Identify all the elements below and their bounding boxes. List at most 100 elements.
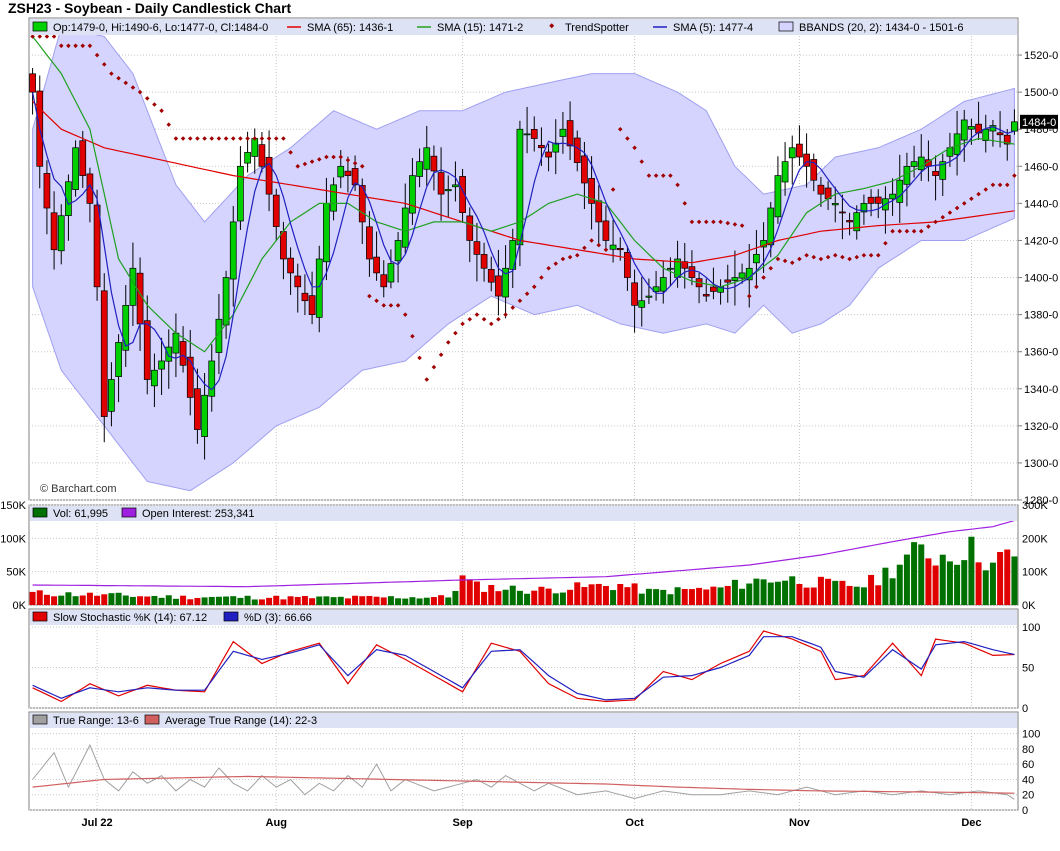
volume-bar (373, 596, 380, 605)
volume-bar (688, 589, 695, 605)
bollinger-band-area (32, 26, 1015, 492)
trendspotter-marker (754, 284, 759, 290)
volume-bar (72, 596, 79, 605)
volume-bar (889, 578, 896, 605)
candle-down (143, 320, 151, 380)
volume-bar (481, 591, 488, 605)
volume-bar (782, 580, 789, 605)
volume-bar (567, 589, 574, 605)
trendspotter-marker (352, 160, 358, 166)
volume-bar (731, 579, 738, 605)
candle-down (79, 140, 87, 176)
stoch-k-legend: Slow Stochastic %K (14): 67.12 (53, 612, 207, 624)
trendspotter-marker (302, 161, 308, 167)
candle-up (215, 318, 223, 353)
trendspotter-marker (288, 150, 293, 155)
trendspotter-marker (746, 293, 752, 299)
bbands-legend-swatch (778, 21, 794, 32)
sma65-legend: SMA (65): 1436-1 (307, 22, 393, 34)
trendspotter-marker (123, 80, 129, 86)
candle-up (452, 184, 459, 188)
trendspotter-legend-swatch (549, 23, 555, 29)
candle-down (581, 155, 588, 184)
stoch-k-legend-swatch (32, 611, 48, 622)
chart-title: ZSH23 - Soybean - Daily Candlestick Char… (8, 0, 292, 16)
candle-up (896, 179, 904, 203)
volume-bar (932, 565, 939, 605)
trendspotter-marker (101, 62, 107, 67)
price-y-tick-label: 1280-0 (1024, 495, 1058, 507)
price-y-tick-label: 1420-0 (1024, 235, 1058, 247)
trendspotter-marker (80, 43, 86, 49)
candle-down (136, 272, 144, 325)
trendspotter-marker (517, 298, 523, 303)
trendspotter-marker (94, 52, 100, 58)
trendspotter-marker (818, 256, 824, 262)
volume-bar (94, 595, 101, 605)
last-price-tag-text: 1484-0 (1022, 117, 1056, 129)
volume-bar (896, 564, 903, 605)
volume-bar (395, 598, 402, 605)
volume-bar (344, 598, 351, 605)
candle-up (559, 128, 567, 137)
trendspotter-marker (417, 355, 422, 361)
price-y-tick-label: 1300-0 (1024, 458, 1058, 470)
trendspotter-marker (524, 291, 530, 297)
volume-bar (323, 596, 330, 605)
trendspotter-marker (782, 258, 788, 264)
volume-bar (882, 567, 889, 605)
oi-y-tick-label: 0K (1022, 600, 1036, 612)
candle-up (244, 152, 251, 164)
trendspotter-marker (374, 298, 379, 303)
trendspotter-marker (861, 253, 867, 258)
trendspotter-marker (467, 316, 473, 322)
volume-bar (925, 558, 932, 605)
volume-bar (58, 595, 65, 605)
candle-down (430, 155, 438, 172)
volume-bar (710, 586, 717, 605)
candle-down (29, 73, 36, 93)
candle-down (366, 226, 373, 260)
candle-down (631, 282, 638, 306)
oi-y-tick-label: 200K (1022, 533, 1048, 545)
candle-down (437, 172, 445, 195)
volume-bar (631, 583, 638, 605)
volume-bar (595, 583, 602, 605)
volume-bar (588, 584, 595, 605)
candle-down (874, 196, 882, 204)
candle-up (552, 142, 560, 153)
volume-bar (846, 585, 853, 605)
candle-up (516, 128, 524, 246)
trendspotter-marker (58, 43, 64, 49)
candle-up (57, 215, 65, 252)
volume-bar (387, 596, 394, 605)
candle-down (810, 159, 818, 181)
last-price-tag (1020, 114, 1058, 129)
candle-down (495, 275, 502, 297)
x-tick-label: Sep (452, 817, 472, 829)
price-y-tick-label: 1460-0 (1024, 161, 1058, 173)
volume-bar (151, 595, 158, 605)
volume-legend: Vol: 61,995 (53, 508, 108, 520)
volume-bar (946, 561, 953, 605)
volume-bar (316, 596, 323, 605)
price-y-tick-label: 1380-0 (1024, 310, 1058, 322)
volume-bar (423, 597, 430, 605)
candle-up (315, 258, 323, 318)
volume-bar (36, 590, 43, 605)
volume-bar (137, 596, 144, 605)
price-y-tick-label: 1360-0 (1024, 347, 1058, 359)
volume-bar (230, 596, 237, 605)
candle-down (373, 256, 380, 274)
candle-down (545, 151, 552, 158)
sma15-legend: SMA (15): 1471-2 (437, 22, 523, 34)
volume-bar (65, 592, 72, 605)
trendspotter-marker (345, 157, 351, 163)
trendspotter-marker (847, 256, 852, 262)
candle-up (645, 295, 653, 298)
volume-bar (287, 596, 294, 605)
candle-down (93, 204, 101, 288)
volume-y-tick-label: 100K (0, 533, 26, 545)
candle-down (688, 266, 696, 278)
